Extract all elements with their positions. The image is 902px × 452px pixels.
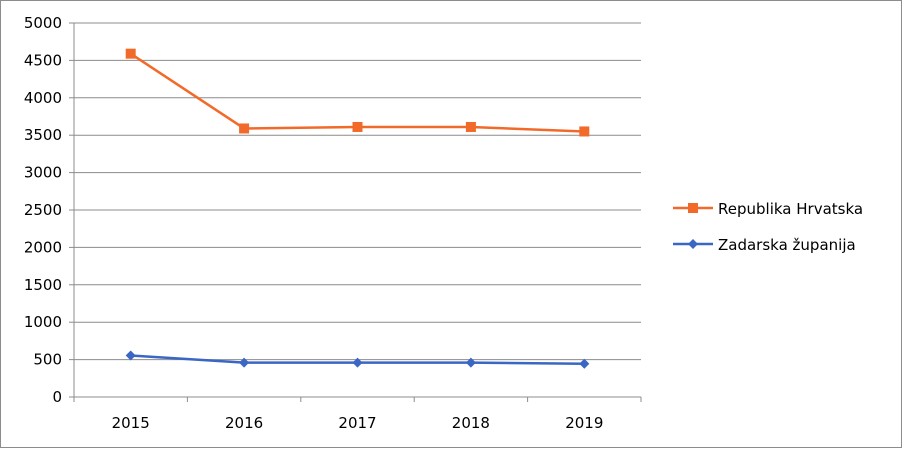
x-tick-label: 2016 [225, 414, 263, 432]
y-tick-label: 1500 [24, 276, 62, 294]
data-point-0-3 [465, 121, 476, 132]
series-line-0 [130, 52, 585, 133]
data-point-0-1 [239, 123, 250, 134]
y-tick-label: 3000 [24, 164, 62, 182]
data-point-1-3 [465, 357, 476, 368]
data-point-1-1 [239, 357, 250, 368]
y-tick-labels: 0 500 1000 1500 2000 2500 3000 3500 4000 4500 5000 [24, 14, 62, 406]
data-point-0-0 [125, 48, 136, 59]
data-point-0-2 [352, 121, 363, 132]
data-point-1-0 [125, 350, 136, 361]
y-tick-label: 500 [33, 351, 62, 369]
data-point-0-4 [579, 126, 590, 137]
y-tick-label: 3500 [24, 126, 62, 144]
x-tick-label: 2019 [565, 414, 603, 432]
legend-marker-0 [688, 203, 698, 213]
y-tick-label: 4500 [24, 51, 62, 69]
gridlines [74, 22, 641, 361]
x-tick-labels: 2015 2016 2017 2018 2019 [112, 414, 604, 432]
axes [69, 22, 642, 402]
legend-label-0: Republika Hrvatska [718, 200, 863, 218]
y-tick-label: 5000 [24, 14, 62, 32]
y-tick-label: 1000 [24, 313, 62, 331]
y-tick-label: 0 [52, 388, 62, 406]
x-tick-label: 2018 [452, 414, 490, 432]
y-tick-label: 2000 [24, 238, 62, 256]
data-point-1-4 [579, 358, 590, 369]
x-tick-label: 2017 [338, 414, 376, 432]
legend: Republika Hrvatska Zadarska županija [673, 200, 863, 254]
legend-label-1: Zadarska županija [718, 236, 856, 254]
x-tick-label: 2015 [112, 414, 150, 432]
legend-marker-1 [688, 239, 698, 249]
series-group [125, 48, 590, 369]
y-tick-label: 2500 [24, 201, 62, 219]
data-point-1-2 [352, 357, 363, 368]
y-tick-label: 4000 [24, 89, 62, 107]
